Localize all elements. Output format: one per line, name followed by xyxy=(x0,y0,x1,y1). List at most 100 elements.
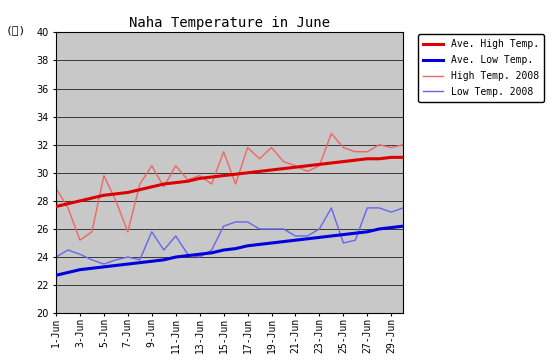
Low Temp. 2008 xyxy=(352,238,358,242)
Ave. Low Temp. xyxy=(101,265,108,269)
Ave. Low Temp. xyxy=(328,234,335,238)
Ave. High Temp. xyxy=(352,158,358,162)
Low Temp. 2008 xyxy=(340,241,347,245)
Ave. High Temp. xyxy=(292,165,299,169)
Ave. High Temp. xyxy=(244,171,251,175)
Low Temp. 2008 xyxy=(77,252,83,256)
Ave. High Temp. xyxy=(137,188,143,192)
Low Temp. 2008 xyxy=(160,248,167,252)
Ave. High Temp. xyxy=(101,193,108,197)
High Temp. 2008 xyxy=(172,163,179,168)
Ave. Low Temp. xyxy=(137,261,143,265)
High Temp. 2008 xyxy=(280,159,287,164)
High Temp. 2008 xyxy=(340,145,347,150)
Ave. High Temp. xyxy=(113,192,119,196)
Low Temp. 2008 xyxy=(124,255,131,259)
Ave. Low Temp. xyxy=(268,241,275,245)
Low Temp. 2008 xyxy=(113,258,119,262)
Ave. High Temp. xyxy=(53,204,59,209)
Low Temp. 2008 xyxy=(376,206,382,210)
Ave. High Temp. xyxy=(124,190,131,195)
Low Temp. 2008 xyxy=(137,258,143,262)
Ave. Low Temp. xyxy=(148,259,155,264)
High Temp. 2008 xyxy=(352,149,358,154)
High Temp. 2008 xyxy=(364,149,371,154)
Ave. High Temp. xyxy=(172,180,179,185)
High Temp. 2008 xyxy=(113,199,119,203)
Low Temp. 2008 xyxy=(53,255,59,259)
Low Temp. 2008 xyxy=(220,224,227,228)
Low Temp. 2008 xyxy=(64,248,71,252)
Legend: Ave. High Temp., Ave. Low Temp., High Temp. 2008, Low Temp. 2008: Ave. High Temp., Ave. Low Temp., High Te… xyxy=(418,35,544,102)
Ave. Low Temp. xyxy=(376,227,382,231)
Ave. High Temp. xyxy=(64,202,71,206)
High Temp. 2008 xyxy=(220,149,227,154)
Ave. High Temp. xyxy=(316,162,323,167)
Ave. Low Temp. xyxy=(88,266,95,270)
Ave. High Temp. xyxy=(328,161,335,165)
Low Temp. 2008 xyxy=(88,258,95,262)
Ave. High Temp. xyxy=(88,196,95,200)
Low Temp. 2008 xyxy=(304,234,311,238)
Ave. Low Temp. xyxy=(388,225,395,230)
High Temp. 2008 xyxy=(101,174,108,178)
High Temp. 2008 xyxy=(388,145,395,150)
High Temp. 2008 xyxy=(53,186,59,190)
Ave. High Temp. xyxy=(184,179,191,183)
Ave. Low Temp. xyxy=(124,262,131,266)
Ave. Low Temp. xyxy=(220,248,227,252)
Ave. High Temp. xyxy=(388,155,395,159)
Line: High Temp. 2008: High Temp. 2008 xyxy=(56,134,403,240)
Ave. Low Temp. xyxy=(364,230,371,234)
High Temp. 2008 xyxy=(88,230,95,234)
Ave. High Temp. xyxy=(160,182,167,186)
Low Temp. 2008 xyxy=(328,206,335,210)
Title: Naha Temperature in June: Naha Temperature in June xyxy=(129,16,330,30)
Ave. High Temp. xyxy=(376,157,382,161)
High Temp. 2008 xyxy=(208,182,215,186)
Ave. High Temp. xyxy=(220,174,227,178)
Low Temp. 2008 xyxy=(268,227,275,231)
Ave. High Temp. xyxy=(208,175,215,179)
Low Temp. 2008 xyxy=(400,206,407,210)
Low Temp. 2008 xyxy=(101,262,108,266)
Line: Ave. Low Temp.: Ave. Low Temp. xyxy=(56,226,403,275)
Ave. High Temp. xyxy=(197,176,203,181)
Ave. Low Temp. xyxy=(304,237,311,241)
Ave. Low Temp. xyxy=(208,251,215,255)
Ave. High Temp. xyxy=(364,157,371,161)
Ave. Low Temp. xyxy=(232,247,239,251)
Ave. Low Temp. xyxy=(292,238,299,242)
Line: Low Temp. 2008: Low Temp. 2008 xyxy=(56,208,403,264)
Ave. Low Temp. xyxy=(184,253,191,258)
Low Temp. 2008 xyxy=(388,210,395,214)
Ave. Low Temp. xyxy=(77,267,83,272)
High Temp. 2008 xyxy=(160,185,167,189)
High Temp. 2008 xyxy=(244,145,251,150)
Low Temp. 2008 xyxy=(364,206,371,210)
High Temp. 2008 xyxy=(148,163,155,168)
High Temp. 2008 xyxy=(232,182,239,186)
Ave. Low Temp. xyxy=(340,233,347,237)
High Temp. 2008 xyxy=(316,163,323,168)
Ave. High Temp. xyxy=(256,169,263,174)
High Temp. 2008 xyxy=(64,206,71,210)
Ave. Low Temp. xyxy=(64,270,71,275)
Ave. High Temp. xyxy=(148,185,155,189)
Low Temp. 2008 xyxy=(184,252,191,256)
Ave. Low Temp. xyxy=(400,224,407,228)
High Temp. 2008 xyxy=(124,230,131,234)
High Temp. 2008 xyxy=(77,238,83,242)
High Temp. 2008 xyxy=(184,177,191,182)
Ave. High Temp. xyxy=(268,168,275,172)
Ave. High Temp. xyxy=(77,199,83,203)
Text: (℃): (℃) xyxy=(6,25,26,35)
High Temp. 2008 xyxy=(304,169,311,174)
Low Temp. 2008 xyxy=(208,248,215,252)
High Temp. 2008 xyxy=(137,182,143,186)
Low Temp. 2008 xyxy=(232,220,239,224)
High Temp. 2008 xyxy=(400,143,407,147)
Ave. Low Temp. xyxy=(172,255,179,259)
Ave. High Temp. xyxy=(340,159,347,164)
Low Temp. 2008 xyxy=(197,255,203,259)
